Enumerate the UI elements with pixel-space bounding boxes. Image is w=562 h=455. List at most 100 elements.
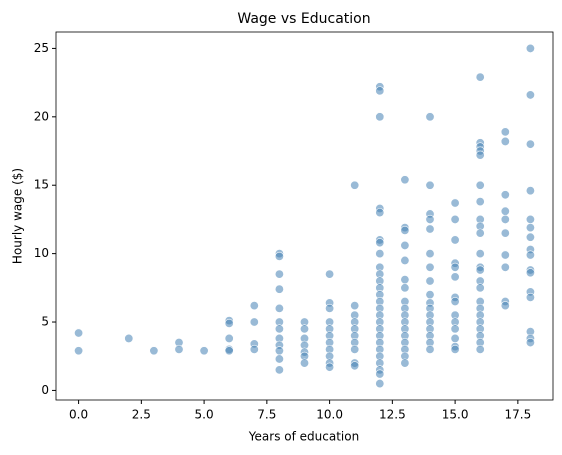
point — [249, 344, 259, 354]
point — [325, 362, 335, 372]
point — [500, 301, 510, 311]
point — [350, 301, 360, 311]
point — [525, 232, 535, 242]
point — [475, 283, 485, 293]
point — [124, 333, 134, 343]
y-tick-label: 5 — [41, 315, 49, 329]
point — [425, 290, 435, 300]
point — [500, 250, 510, 260]
point — [224, 346, 234, 356]
point — [475, 72, 485, 82]
point — [325, 303, 335, 313]
point — [375, 112, 385, 122]
point — [525, 250, 535, 260]
point — [74, 346, 84, 356]
point — [274, 354, 284, 364]
point — [425, 276, 435, 286]
point — [400, 283, 410, 293]
point — [525, 186, 535, 196]
point — [375, 369, 385, 379]
point — [525, 223, 535, 233]
y-tick-label: 15 — [34, 178, 49, 192]
point — [525, 338, 535, 348]
x-tick-label: 17.5 — [504, 408, 531, 422]
point — [500, 262, 510, 272]
point — [400, 225, 410, 235]
point — [500, 228, 510, 238]
point — [425, 262, 435, 272]
point — [450, 214, 460, 224]
y-tick-label: 25 — [34, 41, 49, 55]
point — [500, 127, 510, 137]
point — [500, 136, 510, 146]
point — [475, 228, 485, 238]
plot-frame — [55, 31, 554, 401]
point — [500, 214, 510, 224]
point — [475, 180, 485, 190]
point — [274, 346, 284, 356]
point — [274, 251, 284, 261]
point — [299, 358, 309, 368]
point — [450, 198, 460, 208]
point — [525, 268, 535, 278]
point — [450, 297, 460, 307]
point — [450, 344, 460, 354]
point — [74, 328, 84, 338]
point — [525, 214, 535, 224]
point — [525, 292, 535, 302]
point — [375, 379, 385, 389]
point — [249, 317, 259, 327]
y-tick-label: 20 — [34, 109, 49, 123]
point — [149, 346, 159, 356]
point — [350, 361, 360, 371]
point — [299, 324, 309, 334]
point — [375, 249, 385, 259]
point — [400, 175, 410, 185]
point — [525, 90, 535, 100]
point — [274, 284, 284, 294]
point — [274, 269, 284, 279]
point — [425, 180, 435, 190]
point — [274, 365, 284, 375]
chart-title: Wage vs Education — [237, 11, 370, 27]
point — [450, 333, 460, 343]
x-tick-label: 10.0 — [316, 408, 343, 422]
x-tick-label: 0.0 — [69, 408, 88, 422]
point — [174, 344, 184, 354]
point — [475, 265, 485, 275]
point — [500, 190, 510, 200]
point — [475, 197, 485, 207]
x-tick-label: 2.5 — [132, 408, 151, 422]
point — [400, 255, 410, 265]
x-tick-label: 15.0 — [442, 408, 469, 422]
point — [450, 262, 460, 272]
point — [400, 240, 410, 250]
point — [224, 333, 234, 343]
y-tick-label: 0 — [41, 383, 49, 397]
point — [425, 344, 435, 354]
point — [375, 86, 385, 96]
point — [475, 249, 485, 259]
point — [450, 235, 460, 245]
point — [525, 43, 535, 53]
x-tick-label: 5.0 — [195, 408, 214, 422]
point — [475, 344, 485, 354]
point — [425, 249, 435, 259]
point — [400, 358, 410, 368]
y-tick-label: 10 — [34, 246, 49, 260]
point — [475, 150, 485, 160]
point — [350, 344, 360, 354]
point — [400, 275, 410, 285]
point — [375, 238, 385, 248]
point — [450, 272, 460, 282]
point — [350, 180, 360, 190]
point — [450, 324, 460, 334]
point — [500, 206, 510, 216]
point — [224, 318, 234, 328]
point — [325, 269, 335, 279]
point — [525, 139, 535, 149]
x-tick-label: 7.5 — [257, 408, 276, 422]
point — [375, 208, 385, 218]
point — [249, 301, 259, 311]
